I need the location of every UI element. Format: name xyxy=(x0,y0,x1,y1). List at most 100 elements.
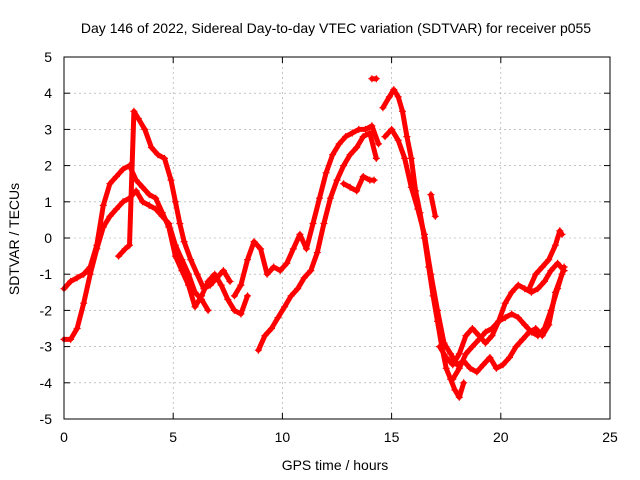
data-point xyxy=(420,230,428,238)
data-point xyxy=(381,133,389,141)
data-point xyxy=(434,306,441,314)
series-arc-1 xyxy=(60,162,251,318)
data-point xyxy=(385,93,393,101)
x-tick-label: 25 xyxy=(602,429,618,445)
data-point xyxy=(121,245,129,253)
y-tick-label: -5 xyxy=(40,411,53,427)
data-point xyxy=(534,332,542,340)
x-axis-label: GPS time / hours xyxy=(282,457,389,473)
data-point xyxy=(368,122,376,130)
data-point xyxy=(353,187,361,195)
data-point xyxy=(206,281,214,289)
data-point xyxy=(67,335,75,343)
data-point xyxy=(501,299,509,307)
data-point xyxy=(316,194,323,202)
data-point xyxy=(455,364,463,372)
data-point xyxy=(427,191,435,199)
series-arc-3 xyxy=(115,107,234,293)
data-point xyxy=(488,325,496,332)
data-point xyxy=(379,104,387,112)
data-point xyxy=(165,220,173,227)
data-point xyxy=(462,332,470,340)
data-point xyxy=(394,93,402,101)
data-point xyxy=(486,354,494,361)
data-point xyxy=(333,176,341,184)
data-point xyxy=(541,325,548,332)
y-tick-label: 2 xyxy=(44,158,52,174)
series-arc-4 xyxy=(230,122,382,300)
x-tick-label: 15 xyxy=(384,429,400,445)
data-point xyxy=(348,129,356,137)
series-arc-2 xyxy=(60,187,212,343)
data-point xyxy=(145,191,153,199)
data-point xyxy=(361,125,369,133)
data-point xyxy=(468,343,476,351)
data-point xyxy=(449,361,457,369)
x-tick-label: 0 xyxy=(60,429,68,445)
data-point xyxy=(152,194,160,202)
data-point xyxy=(475,335,483,343)
data-point xyxy=(180,238,188,246)
data-point xyxy=(80,299,88,307)
data-point xyxy=(541,277,548,285)
data-point xyxy=(147,144,155,151)
data-point xyxy=(268,325,275,332)
data-point xyxy=(545,256,553,264)
data-point xyxy=(80,270,88,278)
data-point xyxy=(145,201,153,209)
data-point xyxy=(119,165,127,173)
data-point xyxy=(134,115,142,122)
data-point xyxy=(73,274,81,282)
data-point xyxy=(375,140,382,148)
y-tick-label: -2 xyxy=(40,302,53,318)
data-point xyxy=(167,176,175,184)
data-point xyxy=(466,364,474,372)
data-point xyxy=(191,303,199,311)
data-point xyxy=(407,154,415,162)
y-tick-label: -1 xyxy=(40,266,53,282)
series-trail xyxy=(450,264,567,382)
data-point xyxy=(508,288,516,296)
data-point xyxy=(237,281,245,289)
data-point xyxy=(514,314,522,322)
data-point xyxy=(473,368,481,376)
data-point xyxy=(296,230,304,238)
data-point xyxy=(141,125,149,133)
axis-ticks xyxy=(63,56,611,420)
data-point xyxy=(447,350,455,358)
data-point xyxy=(73,325,81,332)
data-point xyxy=(407,183,415,191)
grid-lines xyxy=(64,57,610,419)
data-point xyxy=(449,375,457,383)
data-point xyxy=(353,144,361,151)
data-point xyxy=(106,212,114,220)
series-trail xyxy=(428,192,438,219)
data-point xyxy=(119,198,127,206)
data-point xyxy=(359,133,367,141)
y-tick-label: 0 xyxy=(44,230,52,246)
data-point xyxy=(556,227,564,235)
y-tick-label: 5 xyxy=(44,49,52,65)
data-point xyxy=(99,223,107,231)
data-point xyxy=(115,252,123,260)
x-tick-label: 5 xyxy=(169,429,177,445)
data-point xyxy=(355,125,363,133)
data-point xyxy=(309,220,317,227)
data-point xyxy=(130,107,138,115)
data-point xyxy=(414,205,422,213)
data-point xyxy=(501,314,509,322)
data-point xyxy=(340,180,348,188)
data-point xyxy=(534,285,542,293)
data-point xyxy=(525,285,533,293)
data-point xyxy=(263,270,271,278)
data-point xyxy=(276,267,284,275)
data-point xyxy=(302,245,310,253)
data-point xyxy=(86,270,94,278)
data-point xyxy=(300,274,308,282)
data-point xyxy=(340,162,348,170)
series-arc-12 xyxy=(449,263,568,383)
data-point xyxy=(519,335,527,343)
y-tick-label: 3 xyxy=(44,121,52,137)
data-point xyxy=(112,173,120,180)
